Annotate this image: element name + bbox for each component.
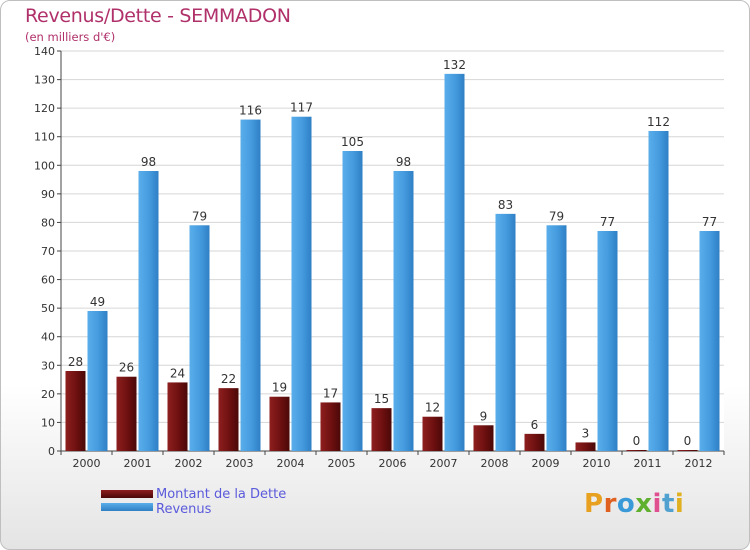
data-label-debt-2012: 0 xyxy=(684,434,692,448)
y-tick-label: 10 xyxy=(41,416,55,429)
chart-subtitle: (en milliers d'€) xyxy=(25,30,116,44)
y-tick-label: 110 xyxy=(34,131,55,144)
y-tick-label: 0 xyxy=(48,445,55,458)
data-label-revenus-2000: 49 xyxy=(90,295,105,309)
y-tick-label: 60 xyxy=(41,274,55,287)
data-label-revenus-2007: 132 xyxy=(443,58,466,72)
y-tick-label: 40 xyxy=(41,331,55,344)
bar-revenus-2008 xyxy=(495,213,516,451)
y-tick-label: 70 xyxy=(41,245,55,258)
data-label-revenus-2011: 112 xyxy=(647,115,670,129)
y-tick-label: 90 xyxy=(41,188,55,201)
bar-debt-2010 xyxy=(575,442,596,451)
bar-debt-2001 xyxy=(116,376,137,451)
y-tick-label: 50 xyxy=(41,302,55,315)
bar-revenus-2007 xyxy=(444,73,465,451)
x-tick-label: 2005 xyxy=(328,457,356,470)
data-label-debt-2005: 17 xyxy=(323,386,338,400)
legend-label-revenus: Revenus xyxy=(156,502,212,517)
bar-revenus-2006 xyxy=(393,171,414,451)
y-tick-label: 30 xyxy=(41,359,55,372)
x-tick-label: 2002 xyxy=(175,457,203,470)
bar-debt-2012 xyxy=(677,450,698,451)
data-label-revenus-2004: 117 xyxy=(290,101,313,115)
y-tick-label: 140 xyxy=(34,45,55,58)
bar-debt-2003 xyxy=(218,388,239,451)
y-tick-label: 20 xyxy=(41,388,55,401)
logo-letter: t xyxy=(661,489,675,519)
data-label-debt-2006: 15 xyxy=(374,392,389,406)
data-label-debt-2003: 22 xyxy=(221,372,236,386)
bar-debt-2009 xyxy=(524,433,545,451)
y-tick-label: 120 xyxy=(34,102,55,115)
x-tick-label: 2007 xyxy=(430,457,458,470)
x-tick-label: 2012 xyxy=(685,457,713,470)
x-tick-label: 2000 xyxy=(73,457,101,470)
bar-revenus-2001 xyxy=(138,171,159,451)
bar-revenus-2009 xyxy=(546,225,567,451)
bar-debt-2008 xyxy=(473,425,494,451)
data-label-revenus-2005: 105 xyxy=(341,135,364,149)
bar-revenus-2012 xyxy=(699,231,720,451)
logo-letter: o xyxy=(616,489,636,519)
data-label-debt-2004: 19 xyxy=(272,381,287,395)
y-tick-label: 100 xyxy=(34,159,55,172)
data-label-revenus-2008: 83 xyxy=(498,198,513,212)
legend-swatch-debt xyxy=(101,490,153,498)
logo-letter: x xyxy=(635,489,653,519)
bar-debt-2004 xyxy=(269,396,290,451)
bar-revenus-2004 xyxy=(291,116,312,451)
data-label-revenus-2010: 77 xyxy=(600,215,615,229)
data-label-debt-2002: 24 xyxy=(170,366,185,380)
x-tick-label: 2008 xyxy=(481,457,509,470)
logo-letter: r xyxy=(603,489,617,519)
logo-letter: i xyxy=(674,489,685,519)
bar-revenus-2010 xyxy=(597,231,618,451)
data-label-debt-2000: 28 xyxy=(68,355,83,369)
data-label-revenus-2003: 116 xyxy=(239,104,262,118)
y-tick-label: 130 xyxy=(34,74,55,87)
data-label-revenus-2012: 77 xyxy=(702,215,717,229)
bar-debt-2006 xyxy=(371,408,392,451)
bar-debt-2005 xyxy=(320,402,341,451)
y-tick-label: 80 xyxy=(41,216,55,229)
bar-revenus-2005 xyxy=(342,151,363,451)
bar-debt-2011 xyxy=(626,450,647,451)
bar-revenus-2011 xyxy=(648,131,669,451)
data-label-revenus-2001: 98 xyxy=(141,155,156,169)
data-label-debt-2008: 9 xyxy=(480,409,488,423)
bar-revenus-2000 xyxy=(87,311,108,451)
data-label-revenus-2006: 98 xyxy=(396,155,411,169)
x-tick-label: 2010 xyxy=(583,457,611,470)
logo-letter: P xyxy=(584,489,604,519)
x-tick-label: 2006 xyxy=(379,457,407,470)
data-label-debt-2010: 3 xyxy=(582,426,590,440)
x-tick-label: 2009 xyxy=(532,457,560,470)
x-tick-label: 2011 xyxy=(634,457,662,470)
data-label-revenus-2009: 79 xyxy=(549,209,564,223)
bar-debt-2007 xyxy=(422,416,443,451)
data-label-debt-2001: 26 xyxy=(119,361,134,375)
chart-title: Revenus/Dette - SEMMADON xyxy=(25,5,291,27)
bar-revenus-2003 xyxy=(240,119,261,452)
bar-revenus-2002 xyxy=(189,225,210,451)
data-label-debt-2007: 12 xyxy=(425,401,440,415)
legend-label-debt: Montant de la Dette xyxy=(156,487,287,502)
bar-debt-2000 xyxy=(65,371,86,451)
data-label-debt-2011: 0 xyxy=(633,434,641,448)
legend-swatch-revenus xyxy=(101,503,153,511)
proxiti-logo: Proxiti xyxy=(584,489,684,519)
logo-letter: i xyxy=(652,489,662,519)
x-tick-label: 2001 xyxy=(124,457,152,470)
data-label-revenus-2002: 79 xyxy=(192,209,207,223)
bar-debt-2002 xyxy=(167,382,188,451)
x-tick-label: 2003 xyxy=(226,457,254,470)
data-label-debt-2009: 6 xyxy=(531,418,539,432)
x-tick-label: 2004 xyxy=(277,457,305,470)
